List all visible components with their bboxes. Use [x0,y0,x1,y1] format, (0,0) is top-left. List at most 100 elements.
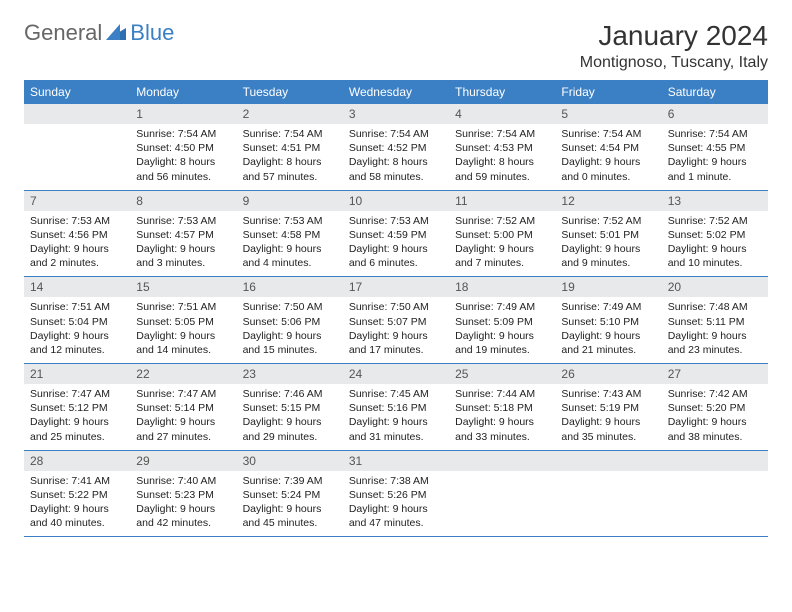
day-detail-line: Daylight: 9 hours [349,329,443,343]
day-detail-line: and 31 minutes. [349,430,443,444]
day-detail-line: Sunrise: 7:51 AM [136,300,230,314]
day-detail-line: and 23 minutes. [668,343,762,357]
title-block: January 2024 Montignoso, Tuscany, Italy [580,20,768,72]
day-number: 11 [449,191,555,211]
day-details: Sunrise: 7:52 AMSunset: 5:00 PMDaylight:… [449,211,555,277]
day-details: Sunrise: 7:53 AMSunset: 4:56 PMDaylight:… [24,211,130,277]
day-detail-line: Daylight: 9 hours [668,415,762,429]
day-details: Sunrise: 7:47 AMSunset: 5:12 PMDaylight:… [24,384,130,450]
day-detail-line: Sunrise: 7:54 AM [668,127,762,141]
day-detail-line: Sunrise: 7:53 AM [136,214,230,228]
day-detail-line: and 9 minutes. [561,256,655,270]
calendar-day-cell: 10Sunrise: 7:53 AMSunset: 4:59 PMDayligh… [343,190,449,277]
calendar-day-cell: 4Sunrise: 7:54 AMSunset: 4:53 PMDaylight… [449,104,555,190]
day-detail-line: Daylight: 9 hours [455,329,549,343]
day-number: 3 [343,104,449,124]
day-details: Sunrise: 7:38 AMSunset: 5:26 PMDaylight:… [343,471,449,537]
day-number: 25 [449,364,555,384]
day-detail-line: and 3 minutes. [136,256,230,270]
day-detail-line: Sunrise: 7:43 AM [561,387,655,401]
calendar-day-cell: 26 Sunrise: 7:43 AMSunset: 5:19 PMDayligh… [555,364,661,451]
day-detail-line: and 45 minutes. [243,516,337,530]
day-detail-line: Sunrise: 7:52 AM [455,214,549,228]
day-detail-line: Daylight: 8 hours [243,155,337,169]
day-detail-line: Sunrise: 7:45 AM [349,387,443,401]
weekday-header: Sunday [24,80,130,104]
day-number: 31 [343,451,449,471]
day-detail-line: and 57 minutes. [243,170,337,184]
day-detail-line: Sunrise: 7:48 AM [668,300,762,314]
day-number: 29 [130,451,236,471]
day-details: Sunrise: 7:42 AMSunset: 5:20 PMDaylight:… [662,384,768,450]
day-detail-line: Sunset: 5:11 PM [668,315,762,329]
weekday-header: Monday [130,80,236,104]
day-detail-line: Sunrise: 7:50 AM [349,300,443,314]
day-detail-line: Daylight: 9 hours [243,242,337,256]
day-detail-line: Daylight: 9 hours [136,415,230,429]
day-detail-line: and 38 minutes. [668,430,762,444]
day-detail-line: Sunset: 5:05 PM [136,315,230,329]
day-detail-line: Daylight: 9 hours [30,242,124,256]
day-detail-line: Sunset: 4:55 PM [668,141,762,155]
day-number: 30 [237,451,343,471]
day-detail-line: Sunset: 5:12 PM [30,401,124,415]
day-detail-line: Daylight: 8 hours [349,155,443,169]
day-detail-line: Sunset: 4:53 PM [455,141,549,155]
day-details: Sunrise: 7:54 AMSunset: 4:52 PMDaylight:… [343,124,449,190]
day-detail-line: and 59 minutes. [455,170,549,184]
calendar-head: SundayMondayTuesdayWednesdayThursdayFrid… [24,80,768,104]
logo-text-1: General [24,20,102,46]
day-detail-line: Sunset: 4:50 PM [136,141,230,155]
calendar-day-cell: 23Sunrise: 7:46 AMSunset: 5:15 PMDayligh… [237,364,343,451]
day-detail-line: Sunrise: 7:54 AM [136,127,230,141]
day-detail-line: and 6 minutes. [349,256,443,270]
day-details: Sunrise: 7:54 AMSunset: 4:51 PMDaylight:… [237,124,343,190]
day-details: Sunrise: 7:54 AMSunset: 4:55 PMDaylight:… [662,124,768,190]
calendar-week-row: 7Sunrise: 7:53 AMSunset: 4:56 PMDaylight… [24,190,768,277]
day-detail-line: Daylight: 9 hours [561,415,655,429]
day-detail-line: Sunset: 4:51 PM [243,141,337,155]
day-detail-line: and 27 minutes. [136,430,230,444]
day-detail-line: and 21 minutes. [561,343,655,357]
day-number [24,104,130,124]
day-detail-line: Sunset: 5:15 PM [243,401,337,415]
day-detail-line: and 15 minutes. [243,343,337,357]
day-detail-line: Sunset: 5:23 PM [136,488,230,502]
day-number [449,451,555,471]
day-detail-line: Sunset: 5:04 PM [30,315,124,329]
calendar-day-cell: 31Sunrise: 7:38 AMSunset: 5:26 PMDayligh… [343,450,449,537]
day-detail-line: and 17 minutes. [349,343,443,357]
calendar-day-cell: 7Sunrise: 7:53 AMSunset: 4:56 PMDaylight… [24,190,130,277]
day-number: 22 [130,364,236,384]
day-number: 20 [662,277,768,297]
day-number: 26 [555,364,661,384]
calendar-day-cell: 11Sunrise: 7:52 AMSunset: 5:00 PMDayligh… [449,190,555,277]
day-detail-line: Sunrise: 7:47 AM [136,387,230,401]
calendar-day-cell: 28Sunrise: 7:41 AMSunset: 5:22 PMDayligh… [24,450,130,537]
calendar-day-cell: 21Sunrise: 7:47 AMSunset: 5:12 PMDayligh… [24,364,130,451]
day-number: 9 [237,191,343,211]
calendar-body: 1Sunrise: 7:54 AMSunset: 4:50 PMDaylight… [24,104,768,537]
day-detail-line: Sunset: 5:19 PM [561,401,655,415]
day-detail-line: Sunrise: 7:53 AM [349,214,443,228]
calendar-day-cell: 18Sunrise: 7:49 AMSunset: 5:09 PMDayligh… [449,277,555,364]
day-number: 4 [449,104,555,124]
day-detail-line: and 0 minutes. [561,170,655,184]
day-detail-line: and 1 minute. [668,170,762,184]
calendar-day-cell: 5Sunrise: 7:54 AMSunset: 4:54 PMDaylight… [555,104,661,190]
day-detail-line: Sunset: 5:24 PM [243,488,337,502]
day-details: Sunrise: 7:47 AMSunset: 5:14 PMDaylight:… [130,384,236,450]
day-number: 21 [24,364,130,384]
day-details: Sunrise: 7:53 AMSunset: 4:58 PMDaylight:… [237,211,343,277]
day-detail-line: Daylight: 9 hours [243,415,337,429]
logo-text-2: Blue [130,20,174,46]
calendar-day-cell: 2Sunrise: 7:54 AMSunset: 4:51 PMDaylight… [237,104,343,190]
calendar-day-cell: 13Sunrise: 7:52 AMSunset: 5:02 PMDayligh… [662,190,768,277]
day-detail-line: Daylight: 9 hours [561,329,655,343]
day-detail-line: Sunset: 5:22 PM [30,488,124,502]
day-detail-line: Daylight: 9 hours [30,329,124,343]
day-number: 18 [449,277,555,297]
weekday-header: Saturday [662,80,768,104]
day-detail-line: Daylight: 9 hours [561,155,655,169]
calendar-week-row: 14Sunrise: 7:51 AMSunset: 5:04 PMDayligh… [24,277,768,364]
